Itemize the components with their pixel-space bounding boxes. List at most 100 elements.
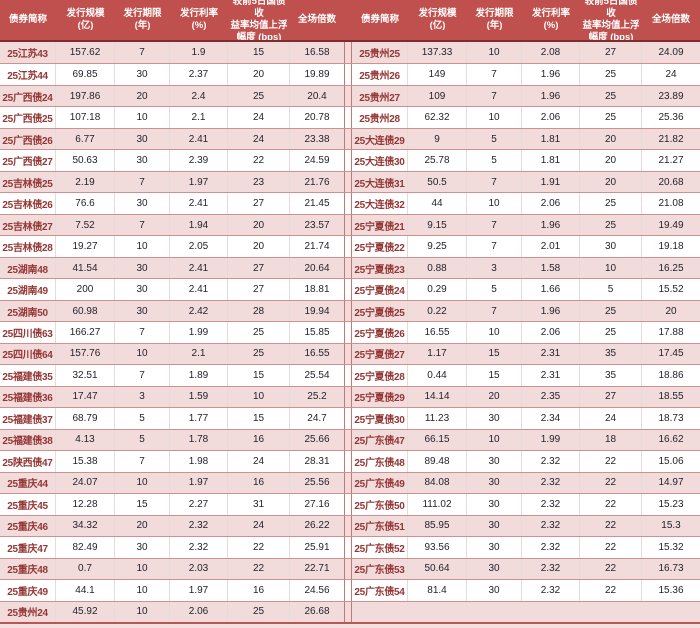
issue-size-cell: 149: [408, 64, 467, 85]
spread-over-treasury-bps-cell: 23: [228, 171, 290, 193]
bid-multiple-cell: 22.71: [304, 563, 330, 575]
table-row: 25广西债27 50.63 30 2.39 22 24.59 25大连债30 25.78 5 1.…: [0, 149, 700, 171]
bond-name-cell: 25大连债32: [352, 193, 408, 214]
spread-over-treasury-bps-cell: 30: [580, 236, 642, 257]
col-header-spread-over-treasury-bps-left: 较前5日国债收 益率均值上浮 幅度 (bps): [230, 0, 288, 40]
issue-term-cell: 20: [115, 85, 170, 107]
issue-rate-cell: 2.32: [522, 580, 580, 601]
issue-term-cell: 7: [467, 64, 522, 85]
table-row: 25贵州24 45.92 10 2.06 25 26.68: [0, 600, 700, 622]
issue-size-cell: 0.88: [408, 257, 467, 279]
issue-size-cell: 32.51: [56, 365, 115, 386]
table-row: 25福建债36 17.47 3 1.59 10 25.2 25宁夏债29 14.14 20 2.3…: [0, 385, 700, 408]
issue-rate-cell: 2.42: [170, 300, 228, 322]
issue-rate-cell: 2.32: [522, 537, 580, 558]
issue-size-cell: 15.38: [56, 451, 115, 472]
spread-over-treasury-bps-cell: 24: [228, 128, 290, 150]
spread-over-treasury-bps-cell: 22: [228, 558, 290, 580]
issue-size-cell: 66.15: [408, 429, 467, 451]
issue-rate-cell: 2.41: [170, 193, 228, 214]
issue-size-cell: 137.33: [408, 42, 467, 64]
spread-over-treasury-bps-cell: 15: [228, 408, 290, 429]
table-row: 25四川债64 157.76 10 2.1 25 16.55 25宁夏债27 1.17 15 2.…: [0, 342, 700, 365]
issue-rate-cell: 1.59: [170, 386, 228, 408]
row-spacer: [344, 429, 352, 451]
issue-rate-cell: 2.41: [170, 128, 228, 150]
bid-multiple-cell: 23.57: [304, 219, 330, 231]
table-row: 25湖南50 60.98 30 2.42 28 19.94 25宁夏债25 0.22 7 1.96…: [0, 299, 700, 322]
row-spacer: [344, 580, 352, 601]
issue-size-cell: 157.62: [56, 42, 115, 64]
issue-term-cell: 10: [115, 580, 170, 601]
bond-name-cell: 25广东债49: [352, 472, 408, 494]
issue-rate-cell: 2.32: [522, 472, 580, 494]
issue-rate-cell: 1.94: [170, 214, 228, 236]
bond-name-cell: 25贵州27: [352, 85, 408, 107]
bid-multiple-cell: 19.49: [658, 219, 684, 231]
spread-over-treasury-bps-cell: 10: [228, 386, 290, 408]
spread-over-treasury-bps-cell: 15: [228, 365, 290, 386]
table-bottom-rule: [0, 622, 700, 624]
bid-multiple-cell: 24.7: [307, 412, 327, 424]
issue-term-cell: 3: [115, 386, 170, 408]
issue-rate-cell: 2.06: [522, 107, 580, 128]
bid-multiple-cell: 21.08: [658, 198, 684, 210]
bid-multiple-cell: 28.31: [304, 455, 330, 467]
bid-multiple-cell: 15.52: [658, 284, 684, 296]
issue-size-cell: 9: [408, 128, 467, 150]
issue-term-cell: 7: [115, 214, 170, 236]
table-row: 25重庆48 0.7 10 2.03 22 22.71 25广东债53 50.64 30 2.32…: [0, 557, 700, 580]
issue-term-cell: 7: [467, 236, 522, 257]
issue-term-cell: 30: [115, 64, 170, 85]
spread-over-treasury-bps-cell: 25: [580, 85, 642, 107]
spread-over-treasury-bps-cell: 5: [580, 279, 642, 300]
row-spacer: [344, 365, 352, 386]
bond-name-cell: 25宁夏债27: [352, 343, 408, 365]
issue-term-cell: 5: [115, 429, 170, 451]
issue-size-cell: 0.44: [408, 365, 467, 386]
issue-term-cell: 7: [467, 171, 522, 193]
issue-size-cell: 84.08: [408, 472, 467, 494]
spread-over-treasury-bps-cell: 16: [228, 472, 290, 494]
spread-over-treasury-bps-cell: 25: [228, 343, 290, 365]
bid-multiple-cell: 25.54: [304, 369, 330, 381]
bond-name-cell: 25广西债25: [0, 107, 56, 128]
table-body: 25江苏43 157.62 7 1.9 15 16.58 25贵州25 137.33 10 2.0…: [0, 42, 700, 622]
bond-name-cell: 25江苏44: [0, 64, 56, 85]
issue-size-cell: 0.22: [408, 300, 467, 322]
row-spacer: [344, 494, 352, 515]
issue-term-cell: 10: [115, 601, 170, 622]
row-spacer: [344, 472, 352, 494]
issue-rate-cell: 1.91: [522, 171, 580, 193]
issue-size-cell: 0.29: [408, 279, 467, 300]
issue-size-cell: 69.85: [56, 64, 115, 85]
issue-term-cell: 10: [467, 322, 522, 343]
spread-over-treasury-bps-cell: 27: [228, 257, 290, 279]
bid-multiple-cell: 26.22: [304, 520, 330, 532]
bid-multiple-cell: 19.94: [304, 305, 330, 317]
spread-over-treasury-bps-cell: 22: [580, 494, 642, 515]
issue-rate-cell: 1.96: [522, 300, 580, 322]
table-row: 25福建债38 4.13 5 1.78 16 25.66 25广东债47 66.15 10 1.9…: [0, 428, 700, 451]
bond-name-cell: 25湖南48: [0, 257, 56, 279]
issue-term-cell: 7: [115, 365, 170, 386]
issue-rate-cell: 1.97: [170, 580, 228, 601]
issue-term-cell: 10: [467, 429, 522, 451]
issue-term-cell: 15: [467, 343, 522, 365]
bid-multiple-cell: 27.16: [304, 498, 330, 510]
bid-multiple-cell: 24.56: [304, 584, 330, 596]
row-spacer: [344, 150, 352, 171]
bid-multiple-cell: 20: [665, 305, 677, 317]
table-header-row: 债券简称 发行规模 (亿) 发行期限 (年) 发行利率 (%) 较前5日国债收 益率均值…: [0, 0, 700, 42]
bond-name-cell: 25广西债26: [0, 128, 56, 150]
spread-over-treasury-bps-cell: 22: [580, 515, 642, 537]
issue-rate-cell: 2.32: [522, 451, 580, 472]
issue-size-cell: 166.27: [56, 322, 115, 343]
issue-size-cell: 89.48: [408, 451, 467, 472]
issue-size-cell: 4.13: [56, 429, 115, 451]
table-row: 25吉林债25 2.19 7 1.97 23 21.76 25大连债31 50.5 7 1.91 2…: [0, 170, 700, 193]
spread-over-treasury-bps-cell: 22: [580, 580, 642, 601]
spread-over-treasury-bps-cell: 25: [580, 300, 642, 322]
issue-term-cell: 10: [467, 193, 522, 214]
issue-size-cell: 111.02: [408, 494, 467, 515]
